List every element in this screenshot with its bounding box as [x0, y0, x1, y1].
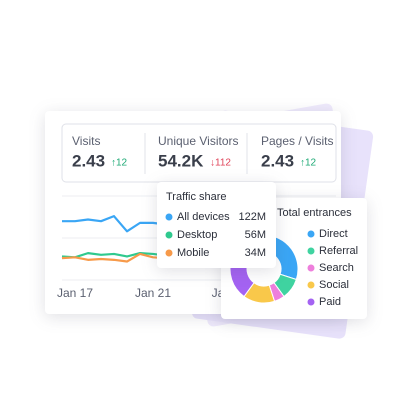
row-name: Desktop — [177, 229, 217, 241]
popup-title: Total entrances — [277, 207, 352, 219]
metric-label: Pages / Visits — [261, 134, 333, 148]
legend-label: Search — [319, 262, 354, 274]
legend-dot — [307, 298, 315, 306]
metric-value: 2.43 — [261, 151, 294, 170]
metric-change: ↑12 — [300, 158, 317, 169]
row-value: 56M — [245, 229, 266, 241]
metric-value: 54.2K — [158, 151, 204, 170]
legend-dot — [165, 213, 173, 221]
legend-label: Referral — [319, 245, 358, 257]
metric-value: 2.43 — [72, 151, 105, 170]
x-tick-label: Jan 17 — [57, 286, 93, 300]
x-tick-label: Jan 21 — [135, 286, 171, 300]
popup-title: Traffic share — [166, 191, 227, 203]
metric-change: ↓112 — [210, 158, 231, 169]
metric-label: Visits — [72, 134, 100, 148]
legend-label: Paid — [319, 296, 341, 308]
legend-dot — [307, 247, 315, 255]
metric-change: ↑12 — [111, 158, 128, 169]
legend-dot — [165, 231, 173, 239]
traffic-list: All devices 122M Desktop 56M Mobile 34M — [165, 211, 266, 259]
traffic-popup — [157, 182, 276, 268]
legend-label: Social — [319, 279, 349, 291]
row-name: All devices — [177, 211, 230, 223]
legend-dot — [307, 281, 315, 289]
row-value: 34M — [245, 247, 266, 259]
legend-dot — [165, 249, 173, 257]
metric-label: Unique Visitors — [158, 134, 238, 148]
legend-dot — [307, 230, 315, 238]
row-name: Mobile — [177, 247, 209, 259]
legend-dot — [307, 264, 315, 272]
legend-label: Direct — [319, 228, 348, 240]
row-value: 122M — [238, 211, 266, 223]
